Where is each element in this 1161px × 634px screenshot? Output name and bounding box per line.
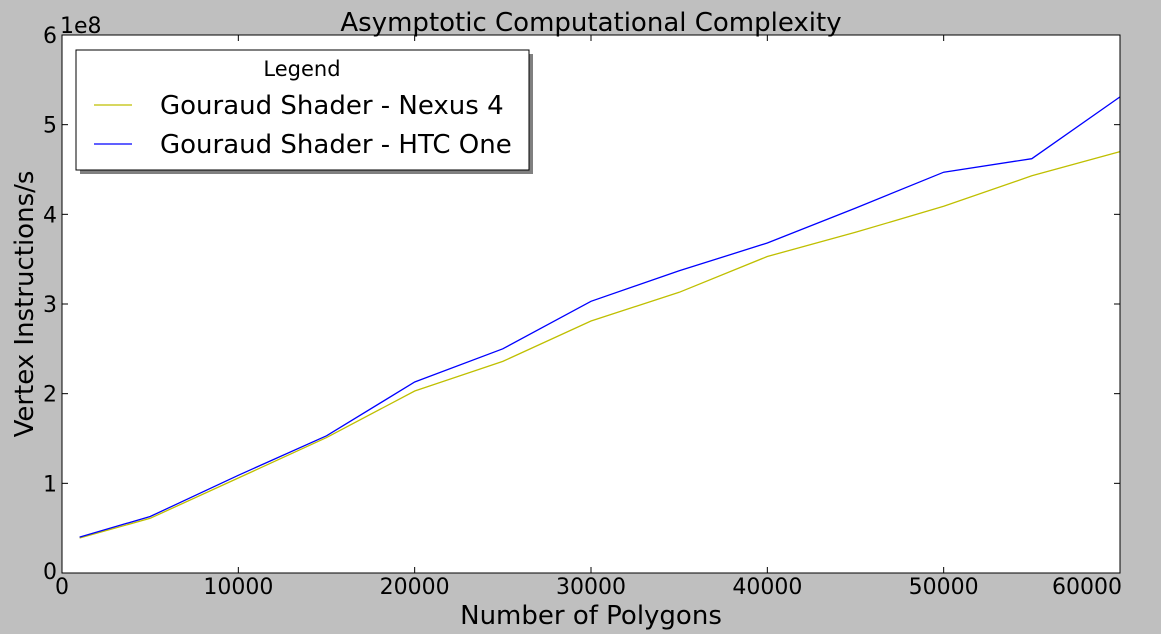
x-tick-label: 40000 [732,575,802,600]
series-line-nexus-4 [79,150,1121,539]
series-line-htc-one [79,96,1121,538]
x-tick-label: 30000 [556,575,626,600]
y-axis-label: Vertex Instructions/s [10,171,40,438]
plot-frame [61,34,1121,574]
x-tick-label: 0 [55,575,69,600]
chart-title: Asymptotic Computational Complexity [340,8,841,38]
x-axis-label: Number of Polygons [460,601,722,631]
legend: Legend Gouraud Shader - Nexus 4 Gouraud … [75,49,533,174]
y-offset-label: 1e8 [60,14,102,39]
x-tick-label: 50000 [909,575,979,600]
y-tick-label: 5 [43,114,57,139]
x-tick-label: 10000 [203,575,273,600]
x-tick-label: 60000 [1052,575,1122,600]
y-tick-label: 3 [43,293,57,318]
legend-label-nexus-4: Gouraud Shader - Nexus 4 [160,91,504,121]
y-tick-label: 0 [43,560,57,585]
legend-box [75,49,530,171]
x-tick-label: 20000 [380,575,450,600]
legend-label-htc-one: Gouraud Shader - HTC One [160,130,512,160]
y-tick-label: 2 [43,383,57,408]
legend-title: Legend [263,57,340,81]
y-tick-label: 4 [43,203,57,228]
y-tick-label: 6 [43,24,57,49]
y-tick-label: 1 [43,472,57,497]
